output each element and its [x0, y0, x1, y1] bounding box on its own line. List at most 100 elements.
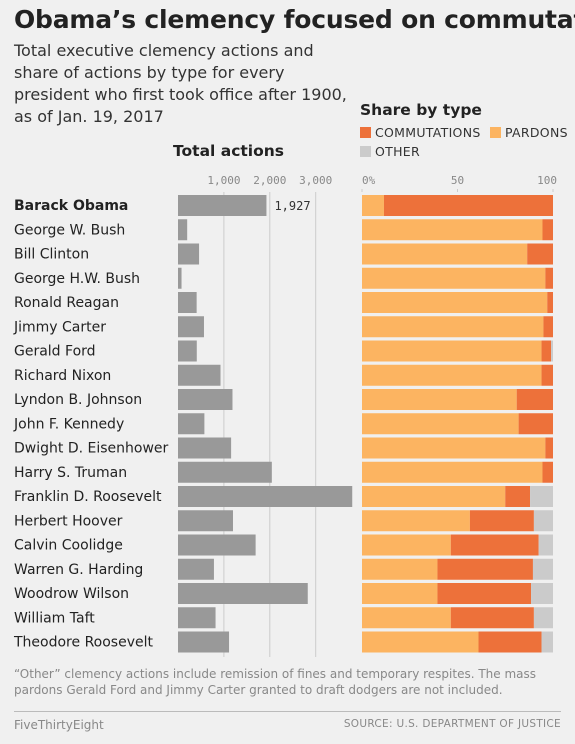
share-bar-pardons-theodore-roosevelt	[362, 631, 479, 653]
legend-swatch-commutations	[360, 127, 371, 138]
row-label-theodore-roosevelt: Theodore Roosevelt	[13, 635, 153, 651]
share-bar-pardons-george-h-w-bush	[362, 267, 546, 289]
legend-label-other: OTHER	[375, 144, 420, 159]
total-bar-gerald-ford	[178, 340, 197, 362]
share-bar-commutations-warren-g-harding	[437, 558, 533, 580]
total-bar-barack-obama	[178, 195, 267, 216]
share-bar-other-woodrow-wilson	[531, 583, 553, 604]
share-bar-pardons-barack-obama	[362, 195, 384, 216]
share-bar-commutations-jimmy-carter	[543, 316, 553, 338]
share-bar-commutations-john-f-kennedy	[518, 413, 553, 435]
total-bar-william-taft	[178, 607, 216, 629]
chart-title: Obama’s clemency focused on commutations	[14, 5, 575, 34]
share-bar-commutations-richard-nixon	[541, 364, 553, 386]
total-bar-richard-nixon	[178, 364, 221, 386]
share-bar-commutations-barack-obama	[383, 195, 553, 216]
legend-label-commutations: COMMUTATIONS	[375, 125, 481, 140]
share-bar-commutations-george-w-bush	[542, 219, 553, 241]
total-bar-theodore-roosevelt	[178, 631, 230, 653]
share-bar-pardons-george-w-bush	[362, 219, 543, 241]
row-label-john-f-kennedy: John F. Kennedy	[13, 416, 124, 432]
row-label-harry-s-truman: Harry S. Truman	[14, 465, 127, 481]
share-bar-commutations-gerald-ford	[541, 340, 552, 362]
legend-item-pardons: PARDONS	[490, 125, 568, 140]
share-bar-commutations-herbert-hoover	[469, 510, 534, 532]
clemency-chart: 1,000 2,000 3,000 0% 50 100 Barack Obama 1,927 G…	[13, 174, 557, 657]
total-bar-george-w-bush	[178, 219, 188, 241]
share-tick-label-0: 0%	[362, 174, 376, 187]
share-bar-commutations-woodrow-wilson	[437, 583, 532, 604]
total-bar-warren-g-harding	[178, 558, 214, 580]
row-label-george-w-bush: George W. Bush	[14, 222, 125, 238]
total-bar-george-h-w-bush	[178, 267, 182, 289]
share-bar-commutations-calvin-coolidge	[450, 534, 539, 556]
total-bar-ronald-reagan	[178, 292, 197, 313]
share-bar-commutations-franklin-d-roosevelt	[505, 486, 531, 507]
legend-swatch-other	[360, 146, 371, 157]
share-bar-pardons-warren-g-harding	[362, 558, 438, 580]
row-label-william-taft: William Taft	[14, 610, 95, 626]
row-label-woodrow-wilson: Woodrow Wilson	[14, 586, 129, 602]
share-bar-pardons-ronald-reagan	[362, 292, 548, 313]
row-label-lyndon-b-johnson: Lyndon B. Johnson	[14, 392, 142, 408]
total-bar-calvin-coolidge	[178, 534, 256, 556]
share-bar-pardons-harry-s-truman	[362, 461, 543, 483]
row-label-bill-clinton: Bill Clinton	[14, 247, 89, 263]
total-bar-harry-s-truman	[178, 461, 272, 483]
row-label-herbert-hoover: Herbert Hoover	[14, 513, 123, 529]
legend-label-pardons: PARDONS	[505, 125, 568, 140]
share-bar-other-calvin-coolidge	[538, 534, 553, 556]
share-bar-other-franklin-d-roosevelt	[530, 486, 553, 507]
share-bar-pardons-william-taft	[362, 607, 451, 629]
total-tick-label-1000: 1,000	[207, 174, 240, 187]
row-label-calvin-coolidge: Calvin Coolidge	[14, 538, 123, 554]
share-bar-commutations-harry-s-truman	[542, 461, 553, 483]
share-bar-pardons-richard-nixon	[362, 364, 542, 386]
share-bar-pardons-lyndon-b-johnson	[362, 389, 517, 410]
total-bar-lyndon-b-johnson	[178, 389, 233, 410]
share-bar-pardons-john-f-kennedy	[362, 413, 519, 435]
share-bar-other-william-taft	[533, 607, 553, 629]
share-bar-pardons-bill-clinton	[362, 243, 528, 265]
total-bar-jimmy-carter	[178, 316, 204, 338]
source-label: SOURCE: U.S. DEPARTMENT OF JUSTICE	[343, 718, 561, 730]
total-bar-dwight-d-eisenhower	[178, 437, 232, 459]
share-bar-pardons-jimmy-carter	[362, 316, 544, 338]
total-tick-label-3000: 3,000	[299, 174, 332, 187]
share-bar-commutations-bill-clinton	[527, 243, 553, 265]
share-tick-label-50: 50	[451, 174, 464, 187]
chart-subtitle: Total executive clemency actions and sha…	[14, 41, 347, 126]
share-tick-label-100: 100	[537, 174, 557, 187]
share-bar-other-herbert-hoover	[533, 510, 553, 532]
total-header: Total actions	[173, 142, 285, 160]
share-bar-commutations-theodore-roosevelt	[478, 631, 542, 653]
legend-item-commutations: COMMUTATIONS	[360, 125, 481, 140]
row-label-warren-g-harding: Warren G. Harding	[14, 562, 143, 578]
total-bar-john-f-kennedy	[178, 413, 205, 435]
row-label-barack-obama: Barack Obama	[14, 198, 128, 214]
row-label-gerald-ford: Gerald Ford	[14, 344, 96, 360]
total-value-label-barack-obama: 1,927	[274, 199, 310, 213]
share-header: Share by type	[360, 101, 482, 119]
total-tick-label-2000: 2,000	[253, 174, 286, 187]
share-bar-pardons-dwight-d-eisenhower	[362, 437, 546, 459]
legend-swatch-pardons	[490, 127, 501, 138]
share-bar-commutations-george-h-w-bush	[545, 267, 553, 289]
share-bar-other-gerald-ford	[551, 340, 553, 362]
share-bar-commutations-ronald-reagan	[547, 292, 553, 313]
total-bar-herbert-hoover	[178, 510, 233, 532]
share-bar-pardons-herbert-hoover	[362, 510, 470, 532]
brand-label: FiveThirtyEight	[14, 718, 104, 732]
share-bar-other-theodore-roosevelt	[541, 631, 553, 653]
row-label-ronald-reagan: Ronald Reagan	[14, 295, 119, 311]
share-bar-pardons-franklin-d-roosevelt	[362, 486, 506, 507]
row-label-dwight-d-eisenhower: Dwight D. Eisenhower	[14, 441, 169, 457]
row-label-richard-nixon: Richard Nixon	[14, 368, 111, 384]
share-bar-pardons-woodrow-wilson	[362, 583, 438, 604]
share-bar-commutations-dwight-d-eisenhower	[545, 437, 553, 459]
share-bar-pardons-calvin-coolidge	[362, 534, 451, 556]
total-bar-franklin-d-roosevelt	[178, 486, 353, 507]
footer-divider	[14, 711, 561, 712]
legend-item-other: OTHER	[360, 144, 420, 159]
row-label-george-h-w-bush: George H.W. Bush	[14, 271, 140, 287]
